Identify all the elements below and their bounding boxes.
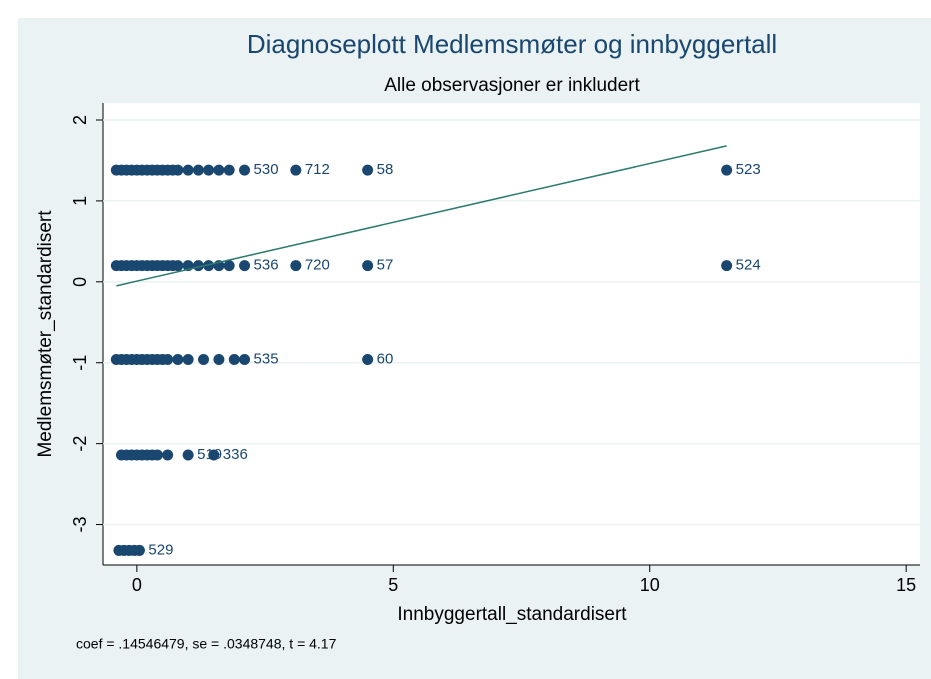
point — [172, 260, 184, 272]
y-tick-label: -1 — [70, 355, 90, 371]
point-label: 519 — [197, 446, 222, 463]
point-label: 60 — [377, 350, 394, 367]
x-tick-label: 5 — [388, 575, 398, 595]
point — [223, 260, 235, 272]
point-label: 535 — [254, 350, 279, 367]
point — [182, 164, 194, 176]
y-tick-label: 1 — [70, 196, 90, 206]
note: coef = .14546479, se = .0348748, t = 4.1… — [76, 636, 337, 652]
point — [182, 449, 194, 461]
point — [208, 449, 220, 461]
point-label: 712 — [305, 161, 330, 178]
point-label: 529 — [148, 541, 173, 558]
point — [290, 164, 302, 176]
point — [239, 353, 251, 365]
y-tick-label: -2 — [70, 436, 90, 452]
point — [162, 449, 174, 461]
x-tick-label: 15 — [896, 575, 916, 595]
point — [151, 449, 163, 461]
point-label: 58 — [377, 161, 394, 178]
point — [172, 164, 184, 176]
x-tick-label: 10 — [640, 575, 660, 595]
point-label: 720 — [305, 257, 330, 274]
point — [721, 164, 733, 176]
point — [362, 164, 374, 176]
point — [239, 164, 251, 176]
point — [192, 164, 204, 176]
point-label: 523 — [736, 161, 761, 178]
point-label: 536 — [254, 257, 279, 274]
point-label: 524 — [736, 257, 761, 274]
point — [721, 260, 733, 272]
y-tick-label: -3 — [70, 517, 90, 533]
point — [362, 353, 374, 365]
point — [203, 260, 215, 272]
fit-line — [116, 145, 727, 287]
point — [213, 353, 225, 365]
plot-area — [103, 103, 920, 565]
point — [223, 164, 235, 176]
point — [213, 164, 225, 176]
point — [362, 260, 374, 272]
point — [182, 353, 194, 365]
point-label: 530 — [254, 161, 279, 178]
chart-subtitle: Alle observasjoner er inkludert — [384, 75, 640, 96]
point — [203, 164, 215, 176]
point-label: 57 — [377, 257, 394, 274]
point — [172, 353, 184, 365]
y-axis-label: Medlemsmøter_standardisert — [35, 210, 56, 458]
y-tick-label: 2 — [70, 115, 90, 125]
point — [290, 260, 302, 272]
y-tick-label: 0 — [70, 277, 90, 287]
point — [162, 353, 174, 365]
point — [133, 544, 145, 556]
point — [228, 353, 240, 365]
point — [198, 353, 210, 365]
point-label: 336 — [223, 446, 248, 463]
chart-title: Diagnoseplott Medlemsmøter og innbyggert… — [247, 29, 777, 59]
x-axis-label: Innbyggertall_standardisert — [397, 604, 627, 625]
point — [239, 260, 251, 272]
x-tick-label: 0 — [132, 575, 142, 595]
